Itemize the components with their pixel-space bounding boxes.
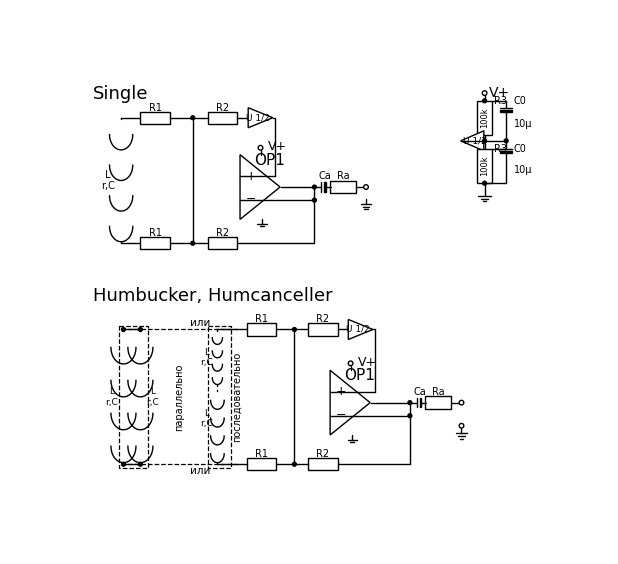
Polygon shape — [324, 182, 326, 192]
Polygon shape — [240, 155, 280, 219]
Polygon shape — [248, 108, 273, 127]
Text: Humbucker, Humcanceller: Humbucker, Humcanceller — [93, 287, 332, 305]
Circle shape — [313, 198, 316, 202]
Bar — [208, 237, 237, 249]
Text: +: + — [336, 385, 346, 398]
Text: U 1/2: U 1/2 — [247, 113, 270, 122]
Circle shape — [504, 139, 508, 143]
Circle shape — [191, 116, 195, 120]
Text: L
r,C: L r,C — [200, 408, 213, 428]
Bar — [330, 181, 356, 193]
Text: C0: C0 — [514, 143, 527, 153]
Circle shape — [138, 462, 142, 466]
Bar — [208, 325, 231, 468]
Text: L
r,C: L r,C — [105, 387, 117, 407]
Text: −: − — [336, 408, 346, 421]
Polygon shape — [500, 151, 512, 153]
Text: L
r,C: L r,C — [200, 348, 213, 368]
Circle shape — [138, 328, 142, 332]
Bar — [247, 323, 276, 336]
Text: R3: R3 — [494, 96, 507, 106]
Text: последовательно: последовательно — [232, 352, 242, 442]
Circle shape — [408, 414, 412, 418]
Text: U 1/2: U 1/2 — [463, 136, 486, 146]
Text: 100k: 100k — [480, 155, 489, 176]
Text: L
r,C: L r,C — [146, 387, 159, 407]
Text: C0: C0 — [514, 96, 527, 106]
Text: Ra: Ra — [432, 387, 445, 397]
Circle shape — [482, 91, 487, 95]
Bar — [477, 101, 493, 135]
Text: R2: R2 — [316, 449, 329, 459]
Text: R3: R3 — [494, 143, 507, 153]
Bar — [425, 396, 452, 409]
Text: R1: R1 — [148, 103, 161, 113]
Text: −: − — [245, 193, 256, 206]
Text: 100k: 100k — [480, 107, 489, 128]
Text: R2: R2 — [316, 315, 329, 324]
Bar — [477, 148, 493, 183]
Circle shape — [483, 139, 486, 143]
Text: или: или — [190, 318, 210, 328]
Circle shape — [459, 424, 464, 428]
Text: 10μ: 10μ — [514, 165, 532, 175]
Bar — [119, 325, 148, 468]
Text: R1: R1 — [255, 449, 268, 459]
Polygon shape — [349, 319, 373, 340]
Text: Single: Single — [93, 85, 148, 103]
Text: OP1: OP1 — [344, 368, 375, 383]
Text: R1: R1 — [148, 228, 161, 238]
Text: V+: V+ — [489, 86, 510, 100]
Circle shape — [313, 185, 316, 189]
Circle shape — [258, 146, 263, 150]
Circle shape — [349, 361, 353, 365]
Circle shape — [364, 185, 368, 190]
Circle shape — [292, 462, 296, 466]
Text: R2: R2 — [216, 228, 229, 238]
Circle shape — [191, 241, 195, 245]
Text: OP1: OP1 — [255, 153, 285, 168]
Text: 10μ: 10μ — [514, 119, 532, 129]
Text: Ra: Ra — [337, 171, 349, 181]
Text: Ca: Ca — [413, 387, 426, 397]
Bar — [140, 237, 170, 249]
Text: или: или — [190, 466, 210, 476]
Text: параллельно: параллельно — [174, 363, 184, 430]
Circle shape — [122, 462, 125, 466]
Text: R1: R1 — [255, 315, 268, 324]
Text: L
r,C: L r,C — [101, 170, 115, 191]
Text: U 1/2: U 1/2 — [347, 325, 370, 334]
Polygon shape — [460, 131, 484, 151]
Text: +: + — [245, 170, 256, 183]
Bar — [247, 458, 276, 470]
Circle shape — [122, 328, 125, 332]
Bar — [208, 112, 237, 124]
Text: Ca: Ca — [318, 171, 331, 181]
Circle shape — [292, 328, 296, 332]
Text: V+: V+ — [358, 356, 378, 369]
Text: V+: V+ — [268, 140, 287, 153]
Circle shape — [483, 99, 486, 103]
Polygon shape — [330, 371, 370, 435]
Text: R2: R2 — [216, 103, 229, 113]
Polygon shape — [500, 110, 512, 112]
Circle shape — [408, 400, 412, 404]
Polygon shape — [420, 398, 421, 407]
Circle shape — [459, 400, 464, 405]
Circle shape — [483, 181, 486, 185]
Bar — [140, 112, 170, 124]
Bar — [308, 458, 337, 470]
Bar — [308, 323, 337, 336]
